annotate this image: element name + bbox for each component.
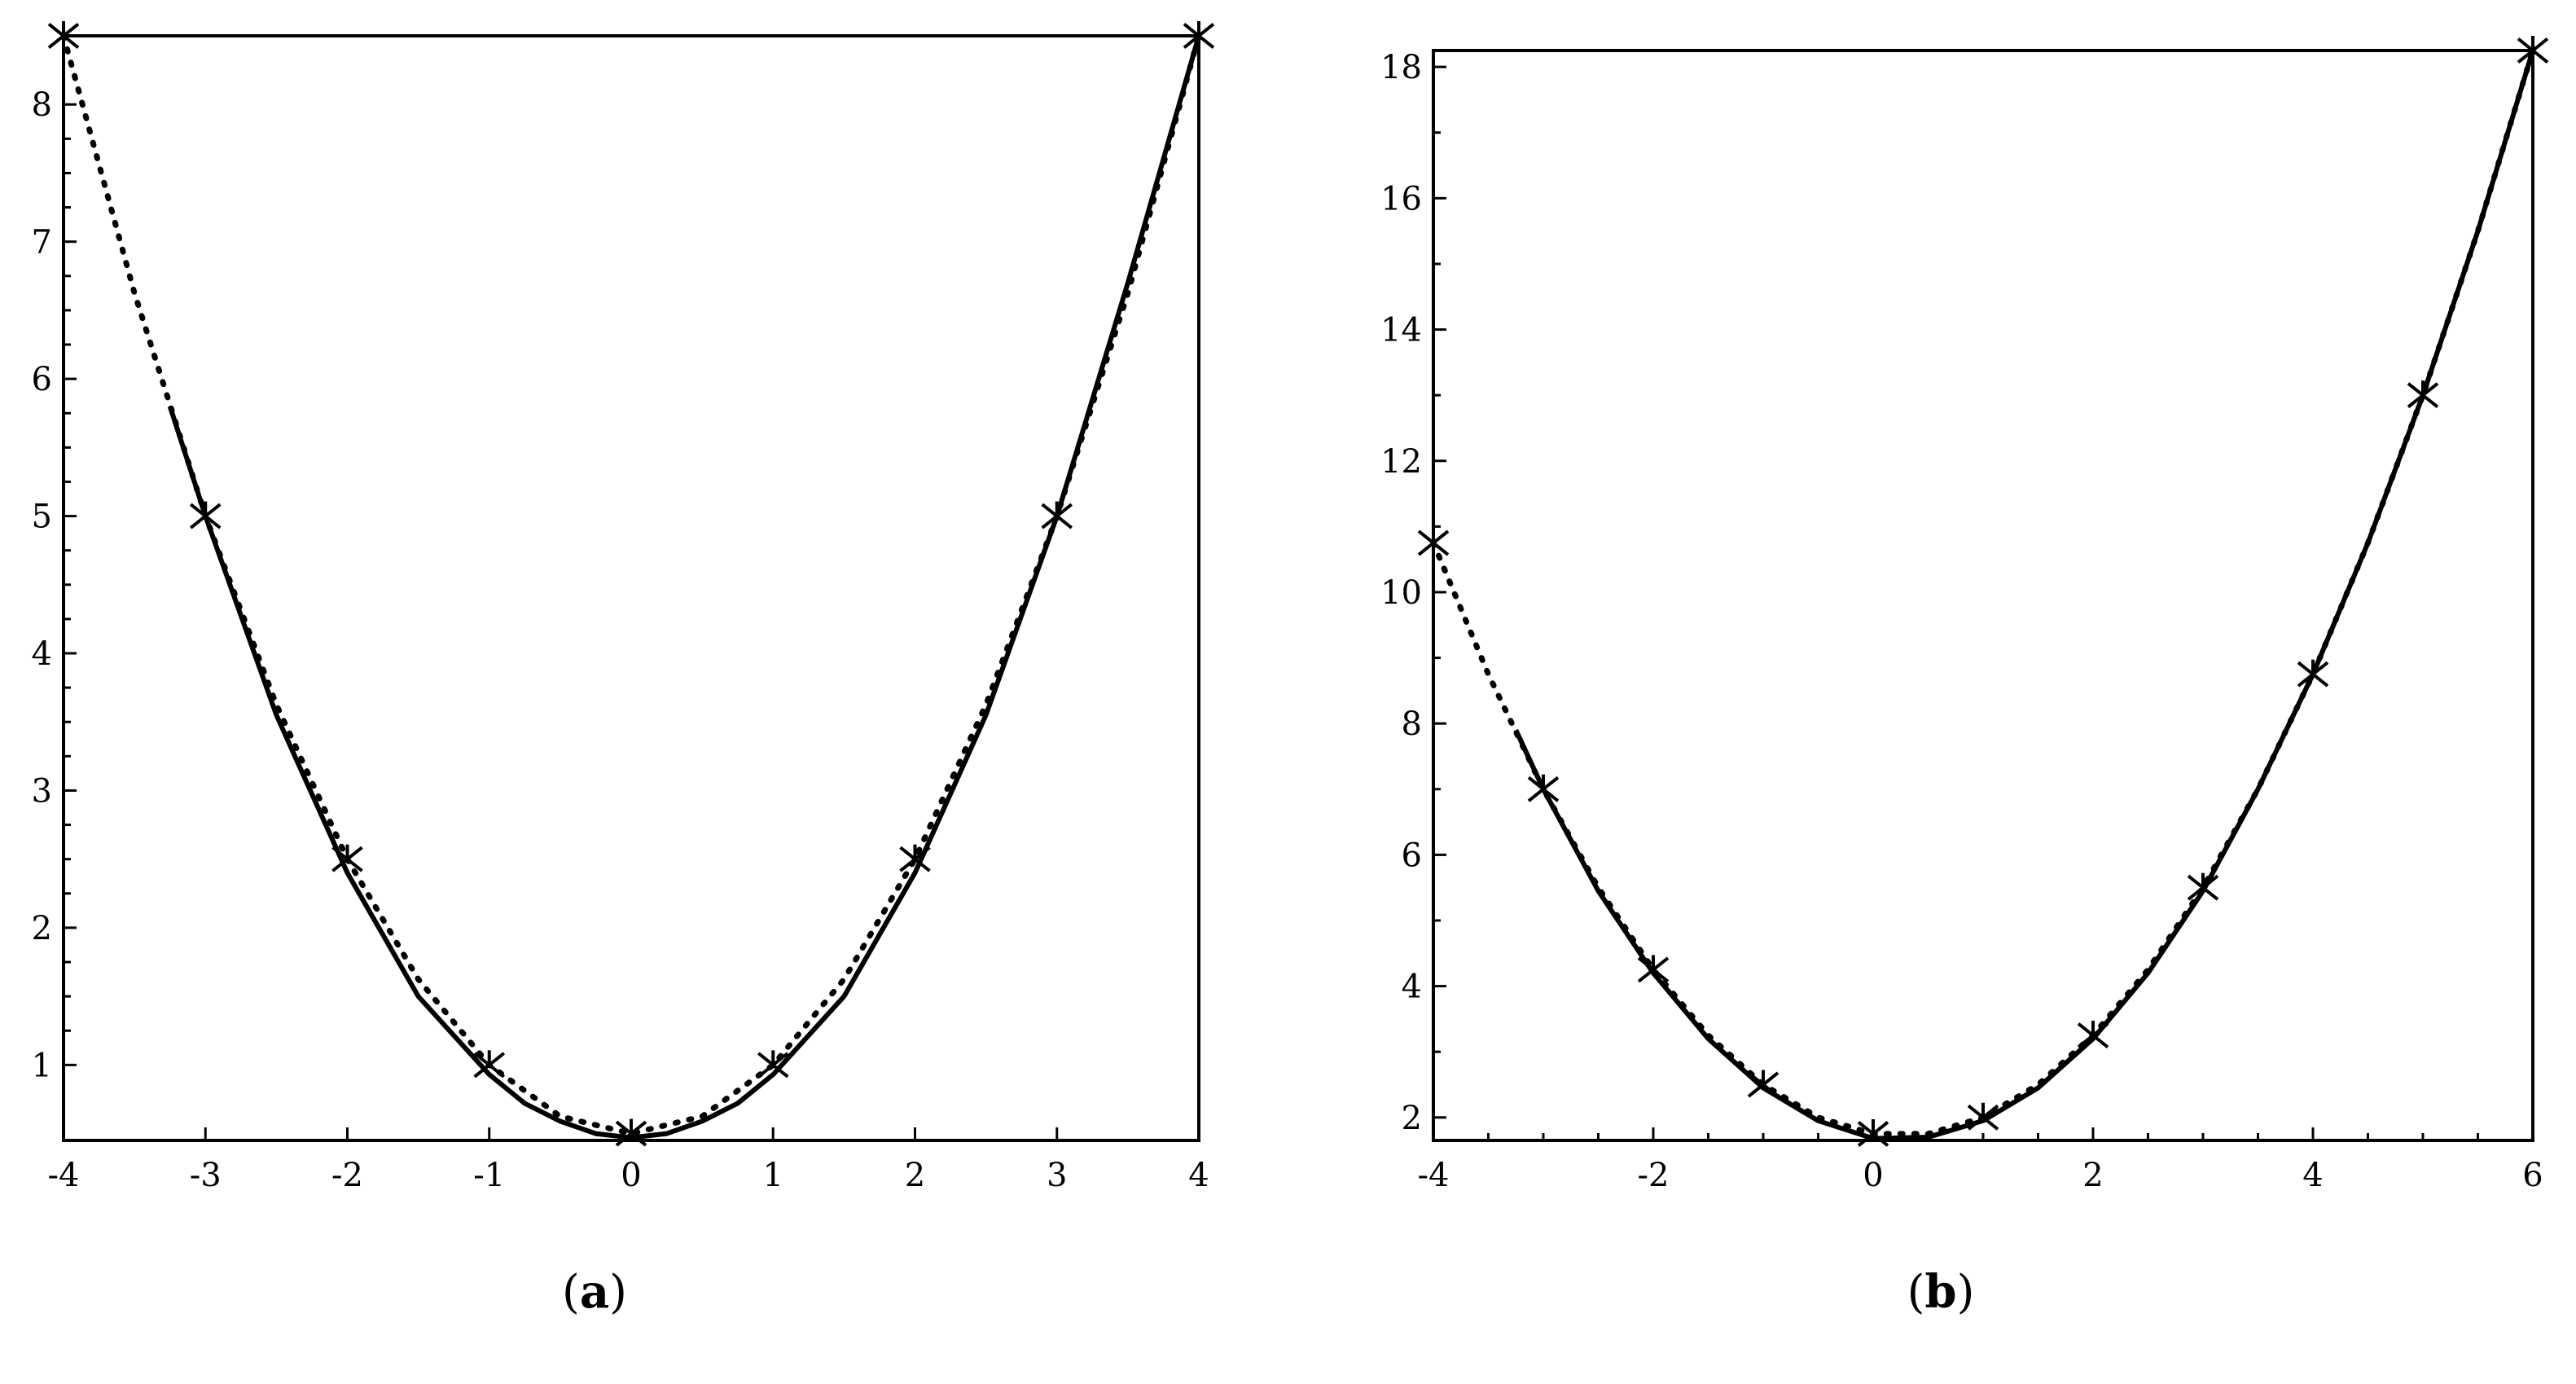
panel-b-y-tick-label: 6 [1402,837,1422,874]
caption-b: (b) [1907,1265,1975,1319]
panel-b-data-point [2187,872,2219,901]
panel-b-x-tick-label: 4 [2302,1157,2323,1194]
panel-a-x-tick-label: -1 [473,1157,505,1194]
panel-b: 2 4 6 8 10 12 14 16 18 -4 -2 0 2 4 6 [1380,36,2549,1194]
panel-a-x-tick-label: 3 [1047,1157,1067,1194]
panel-b-data-point [1417,528,1450,556]
panel-b-y-tick-label: 2 [1402,1100,1422,1137]
panel-b-x-tick-label: 0 [1863,1157,1883,1194]
panel-b-data-point [1637,955,1670,983]
panel-b-data-point [2517,36,2549,64]
panel-b-y-tick-label: 12 [1380,443,1422,481]
panel-a-y-tick-label: 8 [32,86,52,124]
panel-b-x-tick-label: -4 [1418,1157,1450,1194]
panel-b-y-tick-label: 4 [1402,969,1422,1006]
panel-a-x-tick-label: 1 [763,1157,783,1194]
panel-a-y-tick-label: 1 [32,1047,52,1084]
panel-a-data-point [331,844,363,872]
panel-b-dotted-curve [1430,47,2536,1137]
panel-a-y-tick-label: 3 [32,772,52,810]
caption-a: (a) [562,1265,627,1319]
panel-b-data-point [2077,1021,2109,1048]
panel-a-data-point [47,21,80,49]
panel-a-data-point [190,501,222,529]
panel-b-data-point [1527,774,1560,802]
panel-a-solid-curve [167,35,1201,1140]
panel-a-x-tick-label: 0 [621,1157,641,1194]
panel-b-y-tick-label: 18 [1380,49,1422,86]
panel-a-data-point [757,1050,789,1079]
panel-b-data-point [2407,380,2439,409]
panel-b-y-tick-label: 14 [1380,312,1422,349]
panel-a-data-point [473,1050,505,1079]
panel-a-plot-frame [62,34,1200,1142]
panel-a-y-tick-label: 5 [32,499,52,536]
panel-b-x-tick-label: -2 [1638,1157,1670,1194]
panel-a-data-point [1183,21,1215,49]
panel-a-y-tick-label: 2 [32,910,52,947]
panel-b-data-point [1967,1102,1999,1131]
panel-a-data-point [615,1118,647,1147]
panel-a: 1 2 3 4 5 6 7 8 -4 -3 -2 -1 0 1 2 3 4 [32,21,1215,1194]
panel-a-y-tick-label: 7 [32,224,52,261]
panel-a-y-tick-label: 4 [32,635,52,673]
panel-a-dotted-curve [60,33,1202,1137]
panel-a-data-point [899,844,931,872]
panel-a-x-tick-label: 2 [905,1157,925,1194]
panel-a-x-tick-label: -3 [190,1157,222,1194]
panel-b-x-tick-label: 2 [2082,1157,2103,1194]
panel-b-data-point [1857,1118,1889,1147]
panel-a-x-tick-label: 4 [1188,1157,1209,1194]
panel-b-x-tick-label: 6 [2522,1157,2543,1194]
panel-a-y-tick-label: 6 [32,361,52,398]
panel-b-data-point [1747,1070,1780,1098]
panel-b-plot-frame [1432,49,2534,1142]
panel-a-x-tick-label: -2 [331,1157,363,1194]
panel-b-solid-curve [1513,50,2535,1141]
panel-a-x-tick-label: -4 [48,1157,80,1194]
panel-b-data-point [2297,659,2329,688]
panel-b-y-tick-label: 16 [1380,180,1422,217]
panel-a-data-point [1041,501,1073,529]
panel-b-y-tick-label: 10 [1380,574,1422,612]
panel-b-y-tick-label: 8 [1402,705,1422,743]
